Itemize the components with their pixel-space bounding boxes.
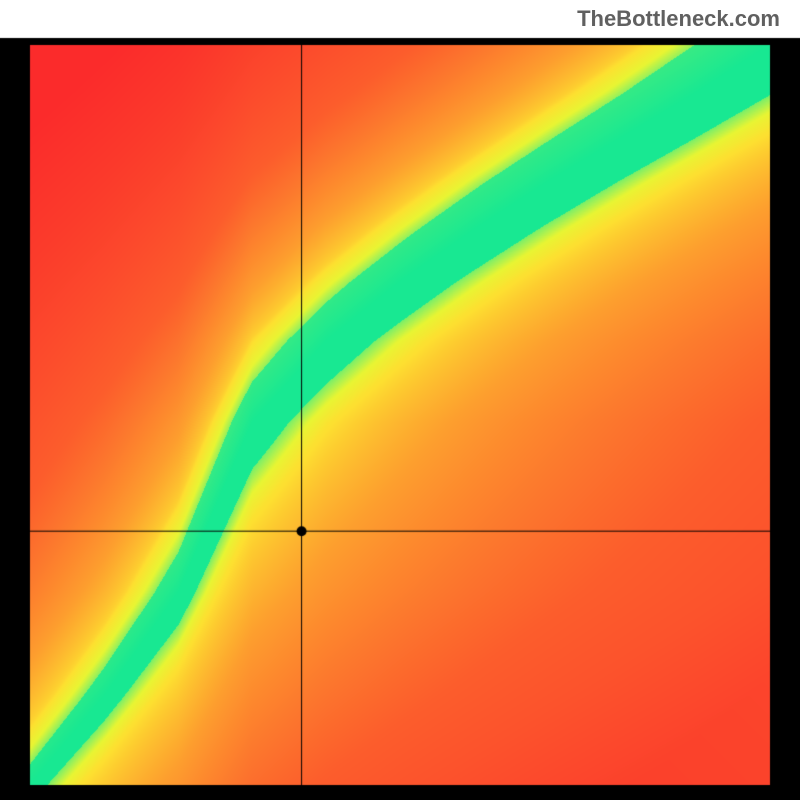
heatmap-canvas: [0, 0, 800, 800]
watermark-text: TheBottleneck.com: [577, 6, 780, 32]
